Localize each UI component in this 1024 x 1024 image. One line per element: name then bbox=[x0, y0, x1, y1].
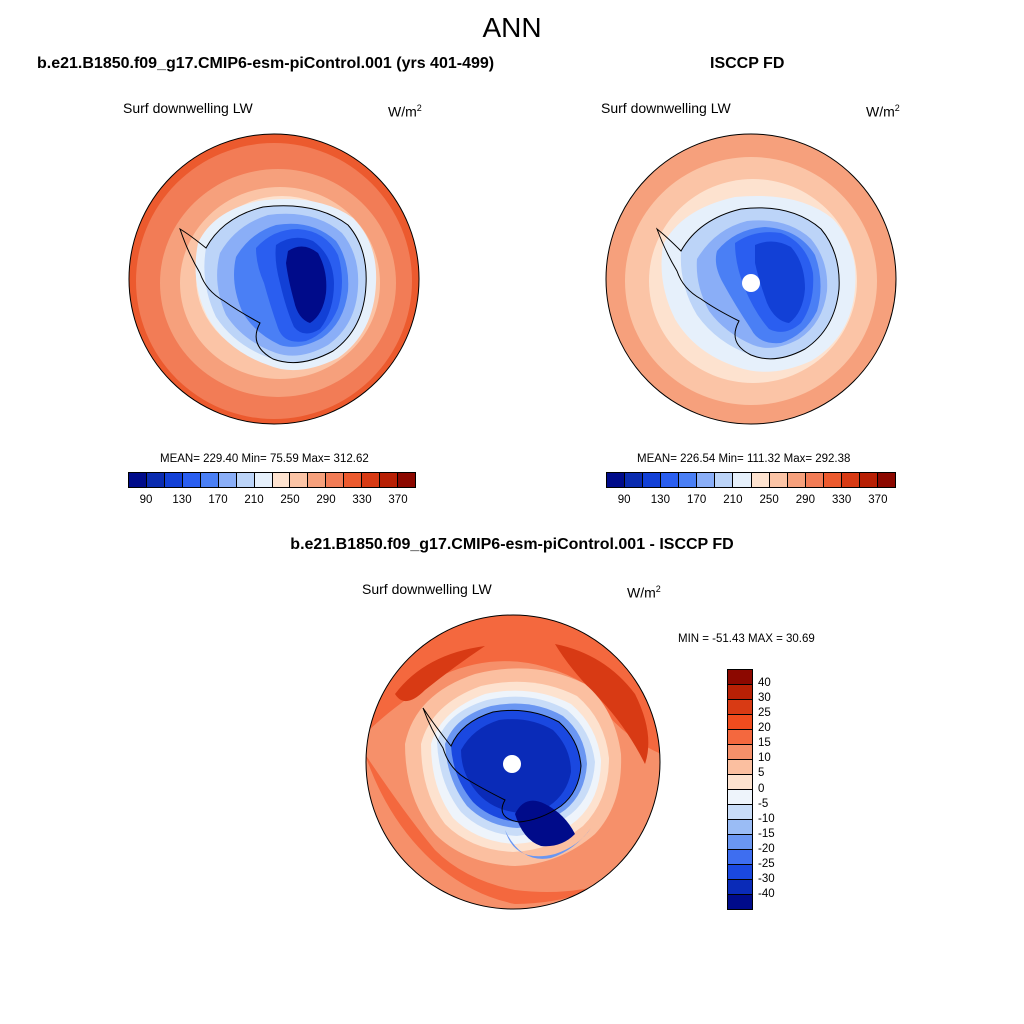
colorbar-swatch bbox=[859, 473, 878, 487]
colorbar-swatch bbox=[733, 473, 752, 487]
colorbar-swatch bbox=[254, 473, 273, 487]
diff-colorbar bbox=[727, 669, 753, 910]
colorbar-swatch bbox=[751, 473, 770, 487]
colorbar-swatch bbox=[728, 760, 752, 775]
colorbar-tick-label: -15 bbox=[758, 827, 775, 840]
colorbar-tick-label: -20 bbox=[758, 842, 775, 855]
colorbar-swatch bbox=[218, 473, 237, 487]
colorbar-tick-label: 130 bbox=[650, 494, 670, 506]
panel-1-colorbar bbox=[128, 472, 416, 488]
colorbar-tick-label: 15 bbox=[758, 737, 771, 750]
colorbar-tick-label: 170 bbox=[687, 494, 707, 506]
colorbar-swatch bbox=[607, 473, 626, 487]
colorbar-swatch bbox=[200, 473, 219, 487]
diff-variable-label: Surf downwelling LW bbox=[362, 581, 492, 597]
colorbar-swatch bbox=[728, 865, 752, 880]
colorbar-tick-label: 0 bbox=[758, 782, 765, 795]
colorbar-swatch bbox=[715, 473, 734, 487]
colorbar-tick-label: 250 bbox=[280, 494, 300, 506]
colorbar-swatch bbox=[728, 745, 752, 760]
colorbar-swatch bbox=[380, 473, 399, 487]
colorbar-swatch bbox=[146, 473, 165, 487]
colorbar-tick-label: 10 bbox=[758, 752, 771, 765]
colorbar-tick-label: 290 bbox=[795, 494, 815, 506]
colorbar-swatch bbox=[728, 880, 752, 895]
colorbar-swatch bbox=[398, 473, 415, 487]
panel-2-colorbar bbox=[606, 472, 896, 488]
colorbar-swatch bbox=[679, 473, 698, 487]
colorbar-tick-label: 210 bbox=[723, 494, 743, 506]
colorbar-tick-label: 370 bbox=[388, 494, 408, 506]
colorbar-swatch bbox=[236, 473, 255, 487]
colorbar-tick-label: 170 bbox=[208, 494, 228, 506]
diff-case-title: b.e21.B1850.f09_g17.CMIP6-esm-piControl.… bbox=[290, 536, 734, 553]
colorbar-tick-label: 20 bbox=[758, 722, 771, 735]
colorbar-swatch bbox=[643, 473, 662, 487]
panel-2-case-title: ISCCP FD bbox=[710, 55, 785, 72]
colorbar-tick-label: 90 bbox=[617, 494, 631, 506]
colorbar-swatch bbox=[728, 805, 752, 820]
panel-1-units-label: W/m2 bbox=[388, 103, 422, 120]
colorbar-tick-label: 330 bbox=[352, 494, 372, 506]
colorbar-swatch bbox=[787, 473, 806, 487]
colorbar-swatch bbox=[728, 775, 752, 790]
colorbar-tick-label: 330 bbox=[832, 494, 852, 506]
colorbar-swatch bbox=[728, 895, 752, 909]
panel-1-case-title: b.e21.B1850.f09_g17.CMIP6-esm-piControl.… bbox=[37, 55, 495, 72]
colorbar-tick-label: 30 bbox=[758, 692, 771, 705]
colorbar-swatch bbox=[728, 850, 752, 865]
colorbar-swatch bbox=[728, 790, 752, 805]
diff-stats: MIN = -51.43 MAX = 30.69 bbox=[678, 633, 815, 645]
colorbar-swatch bbox=[308, 473, 327, 487]
colorbar-swatch bbox=[769, 473, 788, 487]
colorbar-swatch bbox=[362, 473, 381, 487]
colorbar-tick-label: 210 bbox=[244, 494, 264, 506]
colorbar-swatch bbox=[728, 670, 752, 685]
colorbar-swatch bbox=[272, 473, 291, 487]
colorbar-tick-label: -5 bbox=[758, 797, 769, 810]
colorbar-tick-label: 25 bbox=[758, 707, 771, 720]
colorbar-swatch bbox=[823, 473, 842, 487]
colorbar-tick-label: -40 bbox=[758, 887, 775, 900]
panel-2-variable-label: Surf downwelling LW bbox=[601, 100, 731, 116]
panel-1-polar-map bbox=[128, 133, 420, 425]
colorbar-tick-label: 5 bbox=[758, 767, 765, 780]
colorbar-tick-label: 290 bbox=[316, 494, 336, 506]
colorbar-swatch bbox=[290, 473, 309, 487]
colorbar-tick-label: 40 bbox=[758, 677, 771, 690]
colorbar-swatch bbox=[326, 473, 345, 487]
colorbar-swatch bbox=[728, 715, 752, 730]
colorbar-tick-label: 130 bbox=[172, 494, 192, 506]
panel-2-stats: MEAN= 226.54 Min= 111.32 Max= 292.38 bbox=[637, 453, 851, 465]
colorbar-swatch bbox=[728, 685, 752, 700]
colorbar-swatch bbox=[344, 473, 363, 487]
main-title: ANN bbox=[482, 12, 542, 43]
panel-2-polar-map bbox=[605, 133, 897, 425]
colorbar-tick-label: -30 bbox=[758, 872, 775, 885]
colorbar-swatch bbox=[728, 730, 752, 745]
colorbar-swatch bbox=[728, 700, 752, 715]
colorbar-tick-label: -25 bbox=[758, 857, 775, 870]
panel-1-stats: MEAN= 229.40 Min= 75.59 Max= 312.62 bbox=[160, 453, 369, 465]
colorbar-swatch bbox=[661, 473, 680, 487]
diff-polar-map bbox=[365, 614, 661, 910]
colorbar-swatch bbox=[182, 473, 201, 487]
colorbar-swatch bbox=[164, 473, 183, 487]
colorbar-tick-label: 250 bbox=[759, 494, 779, 506]
colorbar-swatch bbox=[728, 835, 752, 850]
colorbar-tick-label: -10 bbox=[758, 812, 775, 825]
colorbar-tick-label: 370 bbox=[868, 494, 888, 506]
diff-units-label: W/m2 bbox=[627, 584, 661, 601]
colorbar-swatch bbox=[841, 473, 860, 487]
colorbar-swatch bbox=[625, 473, 644, 487]
panel-2-units-label: W/m2 bbox=[866, 103, 900, 120]
panel-1-variable-label: Surf downwelling LW bbox=[123, 100, 253, 116]
colorbar-swatch bbox=[697, 473, 716, 487]
colorbar-tick-label: 90 bbox=[139, 494, 153, 506]
colorbar-swatch bbox=[877, 473, 895, 487]
colorbar-swatch bbox=[805, 473, 824, 487]
colorbar-swatch bbox=[129, 473, 147, 487]
colorbar-swatch bbox=[728, 820, 752, 835]
